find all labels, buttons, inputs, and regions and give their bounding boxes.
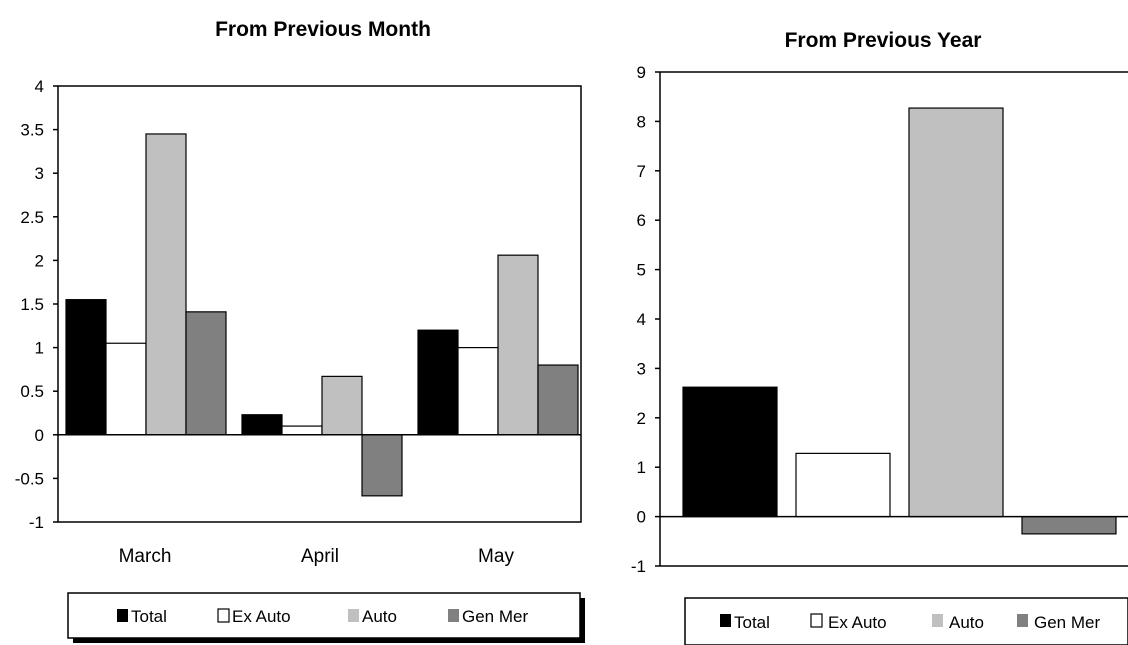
bar-ex-auto xyxy=(457,347,499,436)
bar-auto xyxy=(497,254,539,436)
legend: Total Ex Auto Auto Gen Mer xyxy=(684,597,1128,645)
bar-total xyxy=(417,329,459,436)
chart-title: From Previous Month xyxy=(215,18,431,41)
legend-label-total: Total xyxy=(734,613,770,632)
category-label: May xyxy=(478,546,514,567)
category-label: March xyxy=(119,546,172,567)
bar-auto xyxy=(321,375,363,436)
y-tick-label: 1 xyxy=(35,339,44,358)
legend-label-ex-auto: Ex Auto xyxy=(828,613,887,632)
y-tick-label: 4 xyxy=(35,77,44,96)
y-tick-label: -0.5 xyxy=(15,469,44,488)
y-tick-label: 5 xyxy=(637,261,646,280)
y-tick-label: 4 xyxy=(637,310,646,329)
legend-box xyxy=(684,597,1128,645)
legend-swatch-auto xyxy=(348,609,359,622)
bar-ex-auto xyxy=(281,425,323,436)
legend-swatch-auto xyxy=(932,614,943,627)
y-tick-label: 0 xyxy=(637,508,646,527)
chart-previous-year: From Previous Year 9 8 7 6 5 4 3 2 1 0 -1 Total Ex… xyxy=(631,29,1128,645)
y-tick-label: 2 xyxy=(637,409,646,428)
legend-label-auto: Auto xyxy=(949,613,984,632)
legend-swatch-total xyxy=(720,614,731,627)
bar-total xyxy=(65,299,107,436)
y-tick-label: 1.5 xyxy=(20,295,44,314)
category-labels: March April May xyxy=(119,546,515,567)
y-axis-ticks: 4 3.5 3 2.5 2 1.5 1 0.5 0 -0.5 -1 xyxy=(15,77,58,532)
chart-title: From Previous Year xyxy=(785,29,982,52)
legend-label-gen-mer: Gen Mer xyxy=(462,607,528,626)
y-tick-label: 8 xyxy=(637,112,646,131)
legend-swatch-gen-mer xyxy=(1017,614,1028,627)
bar-auto xyxy=(145,133,187,436)
chart-previous-month: From Previous Month 4 3.5 3 2.5 2 1.5 1 0.5 0 -0.… xyxy=(15,18,585,643)
legend-label-ex-auto: Ex Auto xyxy=(232,607,291,626)
y-tick-label: 1 xyxy=(637,458,646,477)
y-tick-label: 0.5 xyxy=(20,382,44,401)
y-axis-ticks: 9 8 7 6 5 4 3 2 1 0 -1 xyxy=(631,63,660,576)
bar-total xyxy=(241,414,283,436)
bar-ex-auto xyxy=(105,342,147,436)
legend-box xyxy=(67,592,581,639)
legend-label-total: Total xyxy=(131,607,167,626)
legend-label-auto: Auto xyxy=(362,607,397,626)
legend-swatch-gen-mer xyxy=(448,609,459,622)
y-tick-label: 7 xyxy=(637,162,646,181)
bar-total xyxy=(682,386,778,518)
category-label: April xyxy=(301,546,339,567)
bar-gen-mer xyxy=(185,311,227,436)
bar-ex-auto xyxy=(795,452,891,518)
y-tick-label: -1 xyxy=(29,513,44,532)
y-tick-label: 3 xyxy=(35,164,44,183)
bars xyxy=(682,107,1117,535)
y-tick-label: 0 xyxy=(35,426,44,445)
y-tick-label: 2.5 xyxy=(20,208,44,227)
legend-swatch-total xyxy=(117,609,128,622)
y-tick-label: 2 xyxy=(35,251,44,270)
legend-swatch-ex-auto xyxy=(810,613,823,628)
y-tick-label: 6 xyxy=(637,211,646,230)
legend-swatch-ex-auto xyxy=(217,608,230,623)
bar-auto xyxy=(908,107,1004,518)
y-tick-label: 3 xyxy=(637,359,646,378)
legend: Total Ex Auto Auto Gen Mer xyxy=(67,592,585,643)
bar-gen-mer xyxy=(361,434,403,497)
y-tick-label: 9 xyxy=(637,63,646,82)
legend-label-gen-mer: Gen Mer xyxy=(1034,613,1100,632)
bar-gen-mer xyxy=(1021,515,1117,535)
y-tick-label: 3.5 xyxy=(20,121,44,140)
bar-gen-mer xyxy=(537,364,579,436)
bars xyxy=(65,133,579,497)
y-tick-label: -1 xyxy=(631,557,646,576)
